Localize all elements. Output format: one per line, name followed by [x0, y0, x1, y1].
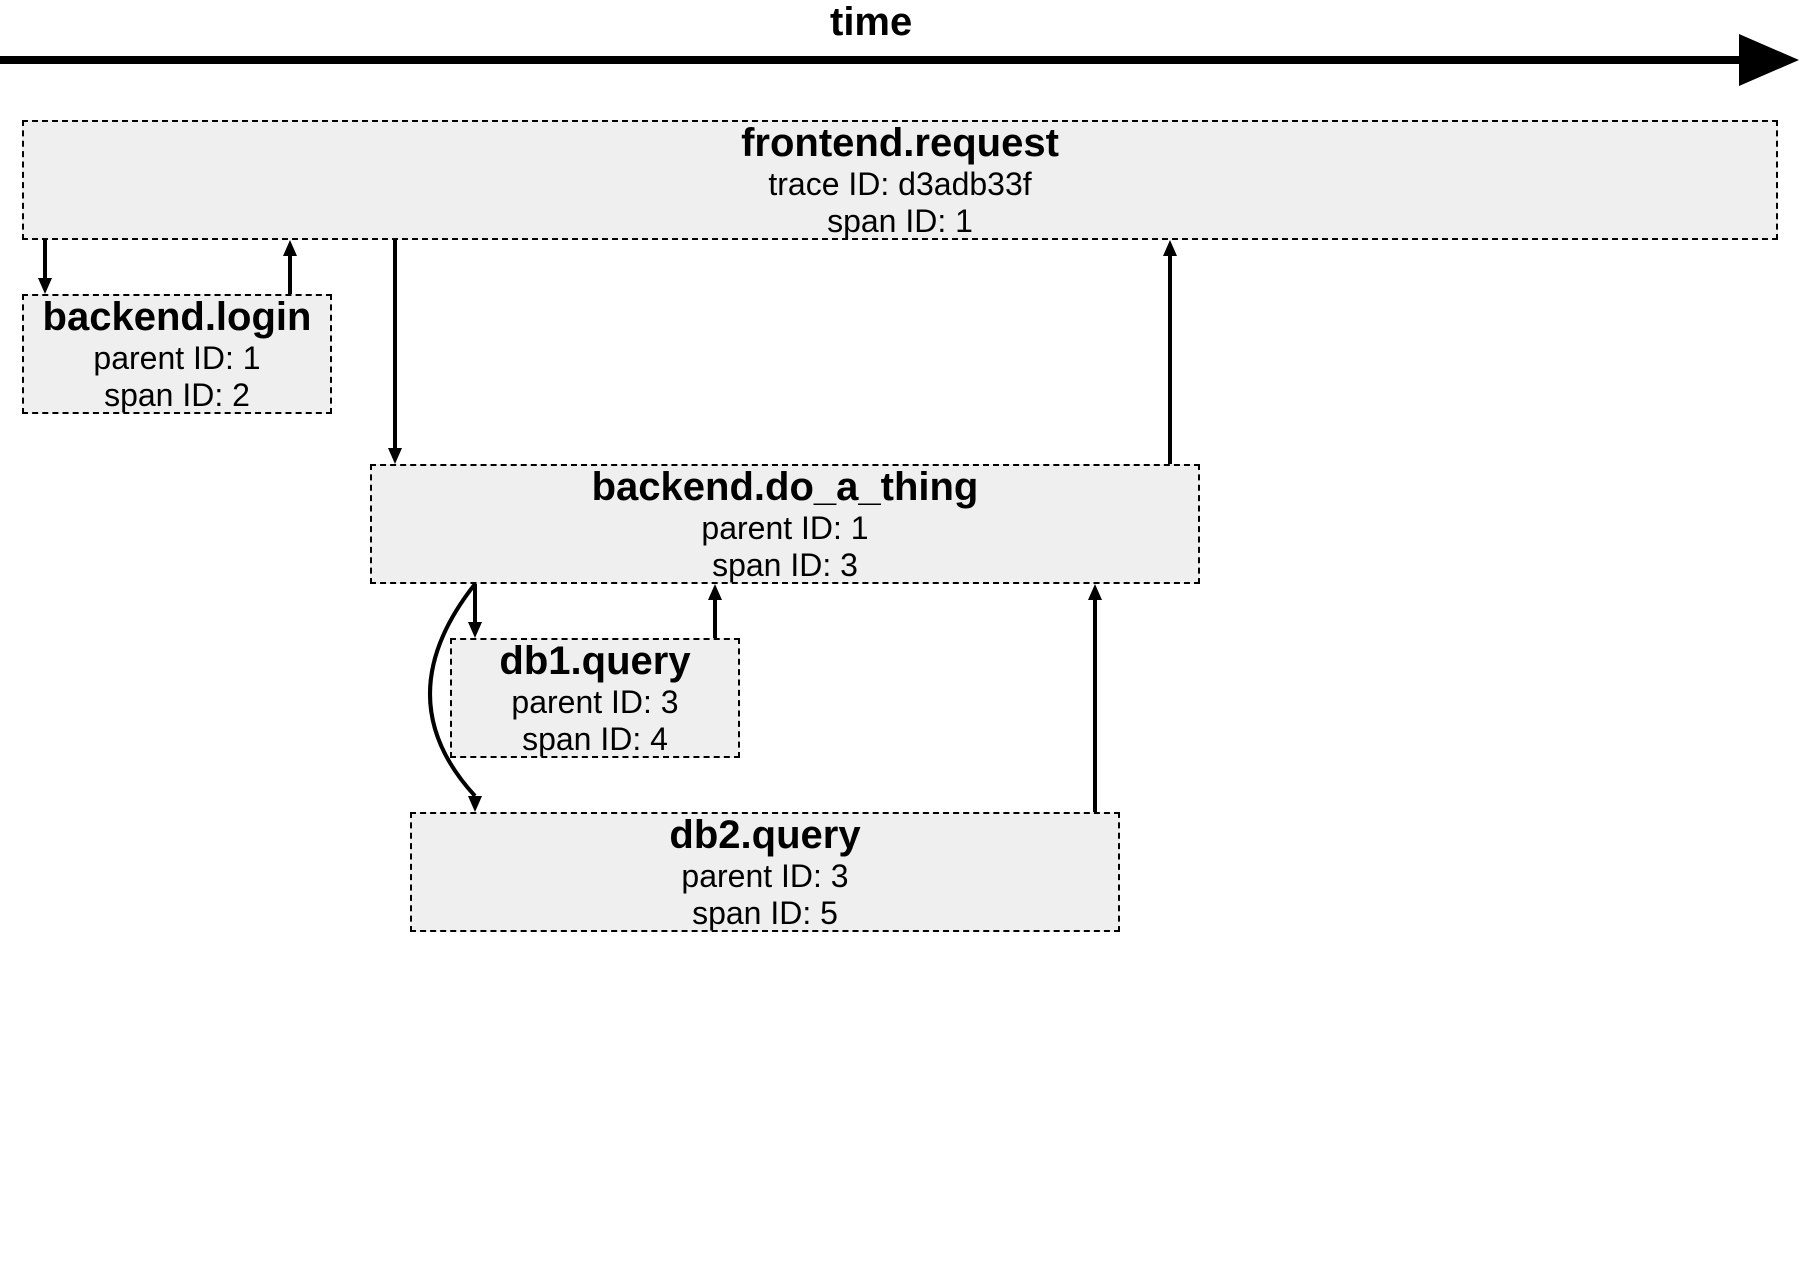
span-title: frontend.request	[741, 120, 1059, 166]
span-db2-query: db2.query parent ID: 3 span ID: 5	[410, 812, 1120, 932]
span-line: trace ID: d3adb33f	[768, 166, 1031, 203]
span-line: parent ID: 3	[681, 858, 848, 895]
span-db1-query: db1.query parent ID: 3 span ID: 4	[450, 638, 740, 758]
span-line: span ID: 1	[827, 203, 973, 240]
span-title: backend.login	[43, 294, 312, 340]
span-line: parent ID: 3	[511, 684, 678, 721]
span-line: span ID: 2	[104, 377, 250, 414]
span-frontend-request: frontend.request trace ID: d3adb33f span…	[22, 120, 1778, 240]
span-line: span ID: 4	[522, 721, 668, 758]
span-line: span ID: 5	[692, 895, 838, 932]
span-backend-login: backend.login parent ID: 1 span ID: 2	[22, 294, 332, 414]
span-title: db2.query	[669, 812, 860, 858]
span-line: parent ID: 1	[701, 510, 868, 547]
span-backend-do-a-thing: backend.do_a_thing parent ID: 1 span ID:…	[370, 464, 1200, 584]
span-title: backend.do_a_thing	[592, 464, 979, 510]
span-title: db1.query	[499, 638, 690, 684]
span-line: span ID: 3	[712, 547, 858, 584]
span-line: parent ID: 1	[93, 340, 260, 377]
trace-diagram: time frontend.request trace ID: d3adb33f…	[0, 0, 1799, 1283]
